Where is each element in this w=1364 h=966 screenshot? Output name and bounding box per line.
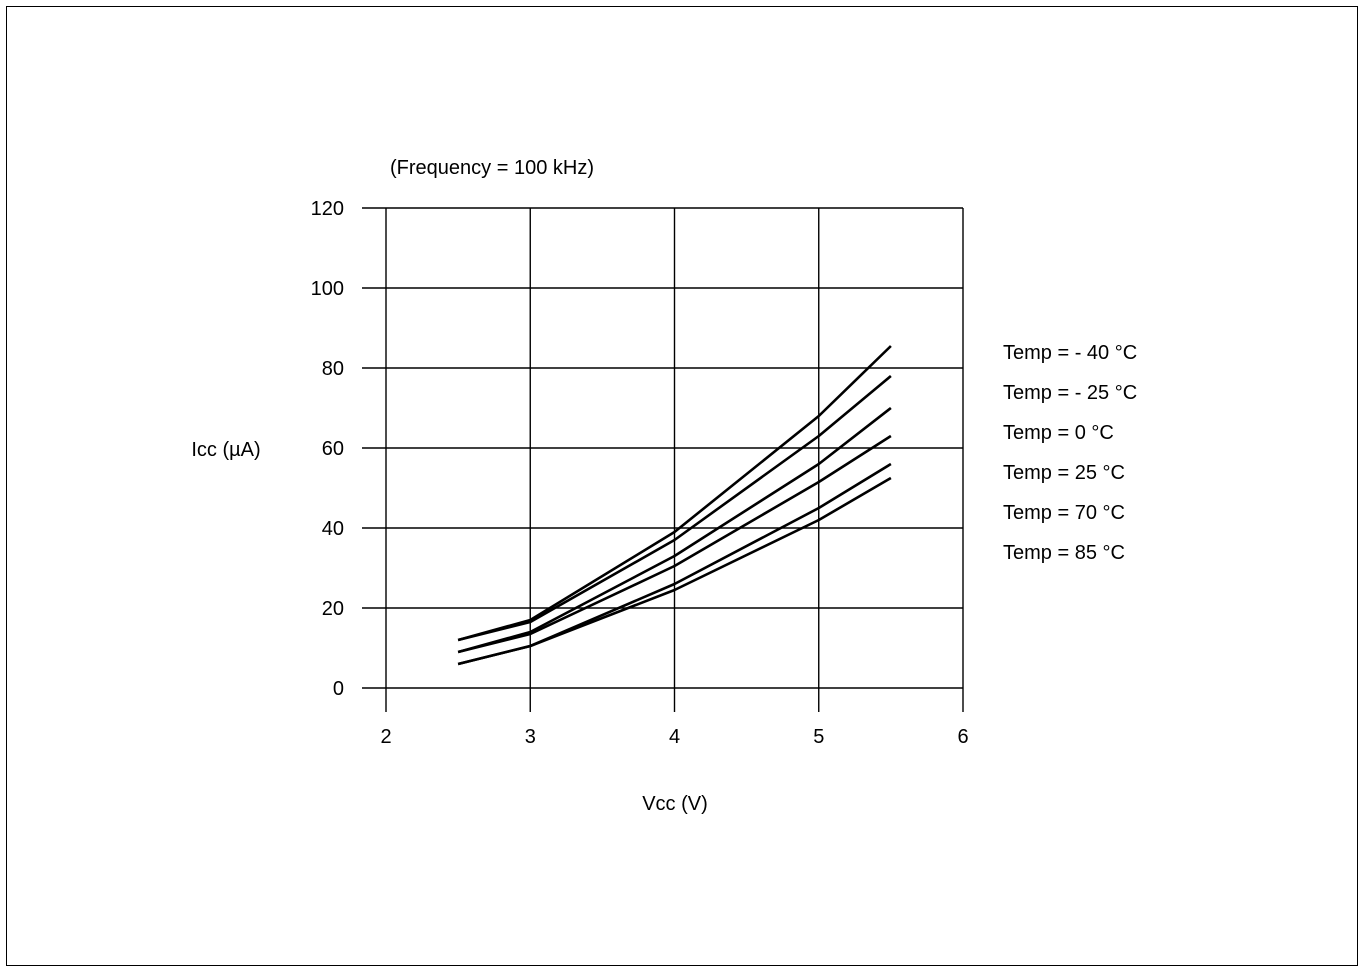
grid: [362, 207, 964, 712]
legend-entry: Temp = 25 °C: [1003, 462, 1125, 484]
y-tick-label: 0: [333, 678, 344, 700]
x-tick-label: 6: [957, 726, 968, 748]
series-lines: [457, 345, 892, 666]
legend-entry: Temp = 0 °C: [1003, 422, 1114, 444]
x-tick-label: 2: [380, 726, 391, 748]
x-axis-label: Vcc (V): [642, 793, 708, 815]
y-tick-label: 40: [322, 518, 344, 540]
x-tick-label: 4: [669, 726, 680, 748]
series-line-3: [457, 434, 892, 654]
series-line-5: [457, 476, 892, 666]
y-tick-label: 20: [322, 598, 344, 620]
y-tick-label: 120: [311, 198, 344, 220]
legend-entry: Temp = 85 °C: [1003, 542, 1125, 564]
legend-entry: Temp = - 40 °C: [1003, 342, 1137, 364]
legend-entry: Temp = 70 °C: [1003, 502, 1125, 524]
series-line-1: [457, 375, 892, 642]
y-axis-label: Icc (µA): [191, 439, 260, 461]
legend: Temp = - 40 °C Temp = - 25 °C Temp = 0 °C T…: [1003, 342, 1137, 564]
x-tick-label: 3: [525, 726, 536, 748]
chart-subtitle: (Frequency = 100 kHz): [390, 157, 594, 179]
y-tick-label: 80: [322, 358, 344, 380]
axes: 0 20 40 60 80 100 120 2 3 4 5 6: [311, 198, 969, 748]
legend-entry: Temp = - 25 °C: [1003, 382, 1137, 404]
y-tick-label: 100: [311, 278, 344, 300]
y-tick-label: 60: [322, 438, 344, 460]
x-tick-label: 5: [813, 726, 824, 748]
